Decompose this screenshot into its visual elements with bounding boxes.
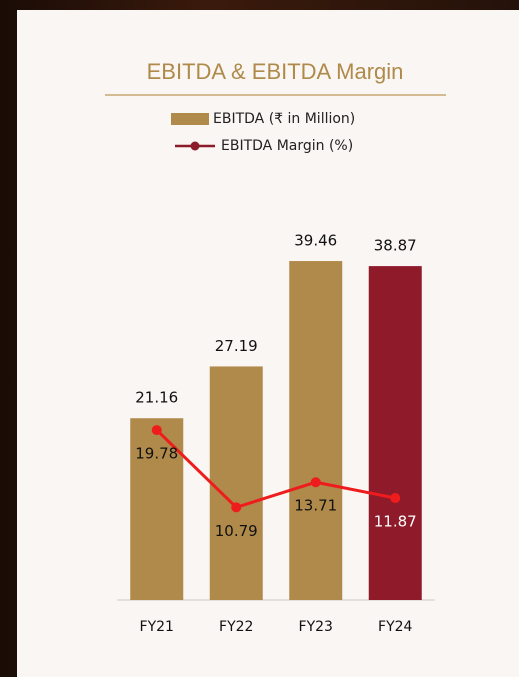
card <box>17 10 519 677</box>
legend-swatch <box>171 113 209 125</box>
x-tick-label: FY21 <box>140 619 174 635</box>
line-point <box>151 425 162 436</box>
legend-dot <box>190 141 200 151</box>
bar <box>209 366 263 600</box>
x-tick-label: FY23 <box>299 619 333 635</box>
chart-title: EBITDA & EBITDA Margin <box>147 59 404 84</box>
bar <box>289 261 343 600</box>
line-point <box>310 477 321 488</box>
legend-label: EBITDA (₹ in Million) <box>213 111 355 127</box>
line <box>155 429 396 510</box>
x-tick-label: FY22 <box>219 619 253 635</box>
bar <box>368 266 422 600</box>
x-tick-label: FY24 <box>378 619 413 635</box>
bar-value-label: 39.46 <box>294 232 337 250</box>
bar-value-label: 27.19 <box>215 337 258 355</box>
line-value-label: 19.78 <box>135 445 178 463</box>
line-value-label: 13.71 <box>294 497 337 515</box>
line-value-label: 10.79 <box>215 522 258 540</box>
line-point <box>390 493 401 504</box>
line-point <box>231 502 242 513</box>
bar-value-label: 38.87 <box>374 237 417 255</box>
legend-label: EBITDA Margin (%) <box>221 138 353 154</box>
line-value-label: 11.87 <box>374 513 417 531</box>
bar-value-label: 21.16 <box>135 389 178 407</box>
